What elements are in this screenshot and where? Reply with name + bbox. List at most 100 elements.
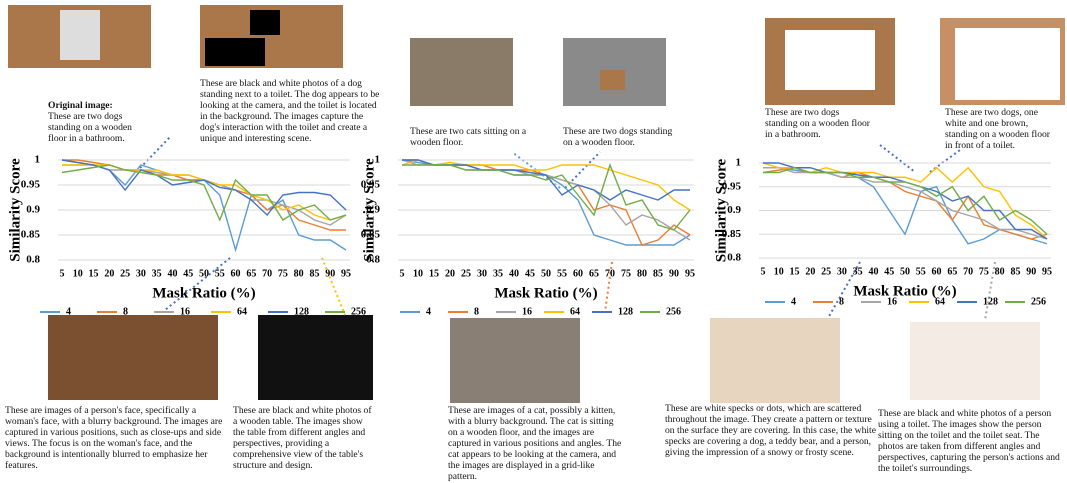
series-line: [762, 162, 1048, 240]
image: [410, 38, 513, 106]
x-tick-label: 45: [525, 268, 535, 279]
x-axis-label: Mask Ratio (%): [853, 283, 956, 299]
x-tick-label: 20: [445, 268, 455, 279]
image: [955, 28, 1060, 100]
y-tick-label: 1: [35, 154, 41, 166]
y-tick-label: 0.8: [26, 254, 40, 266]
legend-label: 16: [887, 296, 897, 307]
caption: These are images of a person's face, spe…: [5, 405, 223, 471]
pointer: [564, 151, 601, 189]
x-tick-label: 80: [995, 266, 1005, 277]
y-tick-label: 0.95: [722, 180, 742, 192]
legend-label: 128: [294, 306, 309, 317]
x-tick-label: 80: [294, 268, 304, 279]
y-tick-label: 0.85: [722, 228, 742, 240]
legend-label: 4: [426, 306, 431, 317]
caption: Original image:: [48, 100, 113, 111]
x-tick-label: 50: [900, 266, 910, 277]
legend-label: 128: [618, 306, 633, 317]
x-tick-label: 10: [413, 268, 423, 279]
pointer: [879, 144, 916, 173]
y-tick-label: 0.85: [21, 229, 41, 241]
image: [710, 318, 840, 403]
pointer: [139, 136, 171, 169]
caption: These are two dogs standing on a wooden …: [563, 126, 673, 148]
caption: These are two cats sitting on a wooden f…: [410, 126, 527, 148]
x-tick-label: 45: [884, 266, 894, 277]
caption: These are black and white photos of a wo…: [233, 405, 372, 471]
x-tick-label: 70: [262, 268, 272, 279]
series-line: [61, 159, 347, 217]
series-line: [401, 159, 691, 246]
x-tick-label: 30: [837, 266, 847, 277]
series-line: [401, 159, 691, 211]
image: [250, 10, 280, 35]
x-tick-label: 20: [805, 266, 815, 277]
x-tick-label: 90: [325, 268, 335, 279]
x-tick-label: 90: [669, 268, 679, 279]
pointer: [604, 261, 613, 313]
x-tick-label: 15: [429, 268, 439, 279]
x-tick-label: 65: [947, 266, 957, 277]
series-line: [401, 159, 691, 241]
y-tick-label: 0.85: [361, 229, 381, 241]
x-tick-label: 20: [104, 268, 114, 279]
legend-label: 256: [666, 306, 681, 317]
x-tick-label: 10: [774, 266, 784, 277]
x-tick-label: 65: [246, 268, 256, 279]
x-tick-label: 75: [979, 266, 989, 277]
x-tick-label: 65: [589, 268, 599, 279]
y-axis-label: Similarity Score: [713, 158, 729, 262]
x-tick-label: 60: [573, 268, 583, 279]
caption: These are black and white photos of a pe…: [878, 408, 1060, 474]
pointer: [827, 261, 861, 319]
series-line: [402, 162, 691, 231]
legend-label: 8: [123, 306, 128, 317]
x-axis-label: Mask Ratio (%): [494, 285, 597, 301]
x-tick-label: 35: [152, 268, 162, 279]
y-tick-label: 0.95: [21, 179, 41, 191]
x-tick-label: 80: [637, 268, 647, 279]
x-tick-label: 30: [136, 268, 146, 279]
x-tick-label: 60: [932, 266, 942, 277]
x-tick-label: 75: [621, 268, 631, 279]
legend-label: 4: [791, 296, 796, 307]
x-tick-label: 60: [231, 268, 241, 279]
image: [600, 70, 625, 90]
y-tick-label: 1: [736, 157, 742, 169]
series-line: [62, 164, 347, 226]
x-tick-label: 95: [1042, 266, 1052, 277]
x-tick-label: 5: [400, 268, 405, 279]
x-tick-label: 30: [477, 268, 487, 279]
legend-label: 64: [237, 306, 247, 317]
legend-label: 64: [570, 306, 580, 317]
series-line: [61, 164, 347, 222]
image: [450, 318, 580, 403]
x-tick-label: 70: [605, 268, 615, 279]
x-tick-label: 55: [215, 268, 225, 279]
x-tick-label: 85: [1010, 266, 1020, 277]
legend-label: 4: [66, 306, 71, 317]
x-tick-label: 95: [341, 268, 351, 279]
x-tick-label: 70: [963, 266, 973, 277]
x-tick-label: 40: [509, 268, 519, 279]
series-line: [402, 159, 691, 246]
image: [785, 30, 875, 90]
image-layer: [8, 5, 1065, 403]
series-line: [763, 167, 1048, 245]
image: [910, 322, 1040, 400]
legend-label: 8: [839, 296, 844, 307]
pointer: [164, 257, 231, 311]
y-tick-label: 0.95: [361, 179, 381, 191]
image: [48, 315, 218, 400]
x-tick-label: 10: [73, 268, 83, 279]
series-line: [762, 167, 1048, 240]
legend-label: 256: [351, 306, 366, 317]
x-tick-label: 50: [199, 268, 209, 279]
caption: These are images of a cat, possibly a ki…: [448, 405, 622, 482]
x-tick-label: 5: [761, 266, 766, 277]
caption: These are black and white photos of a do…: [200, 78, 380, 144]
legend-label: 8: [474, 306, 479, 317]
pointer: [321, 257, 346, 316]
x-tick-label: 25: [821, 266, 831, 277]
